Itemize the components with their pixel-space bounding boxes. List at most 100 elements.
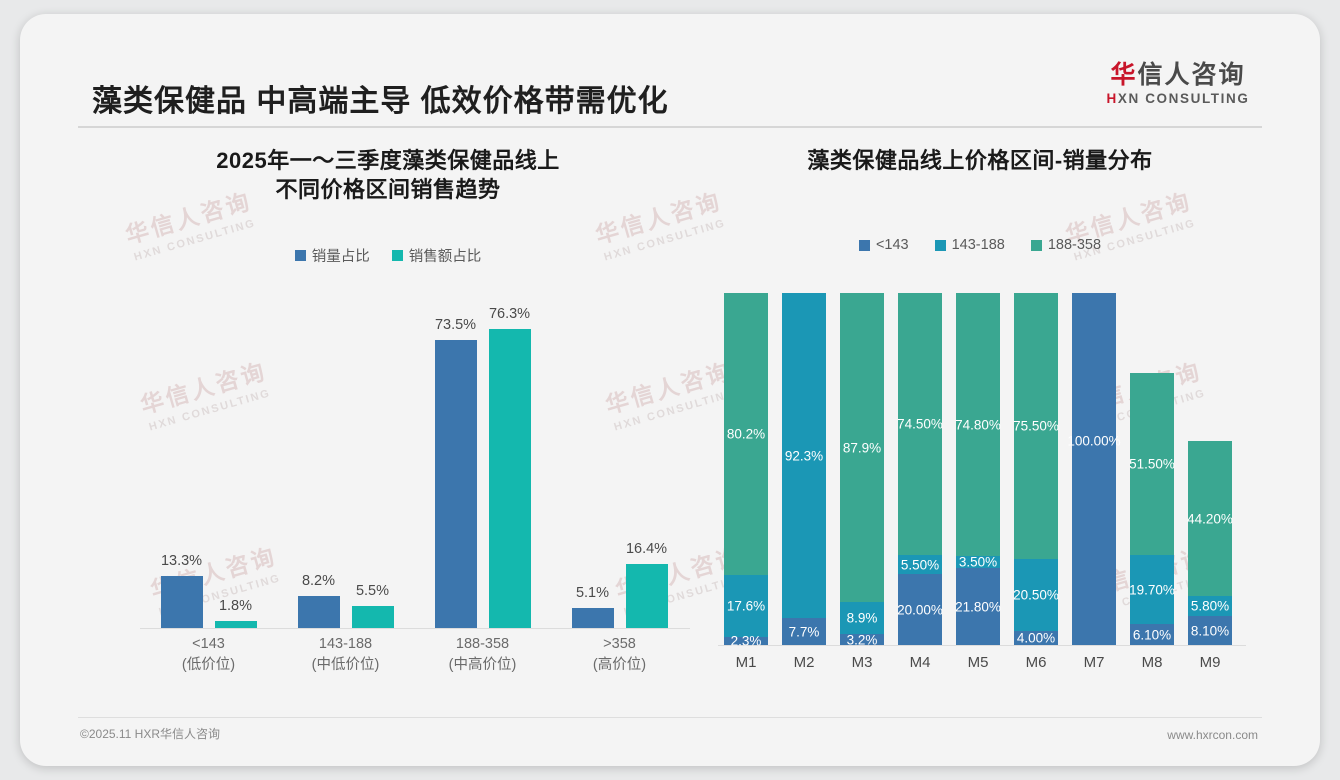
stacked-column-m8[interactable]: 51.50% 19.70% 6.10% bbox=[1129, 373, 1175, 645]
x-tick-m2: M2 bbox=[793, 654, 815, 671]
legend-item-sales-volume[interactable]: 销量占比 bbox=[294, 245, 370, 266]
segment-143-188: 5.50% bbox=[898, 555, 942, 574]
stacked-column-m5[interactable]: 74.80% 3.50% 21.80% bbox=[955, 293, 1001, 645]
segment-label: 92.3% bbox=[784, 448, 824, 463]
x-tick-range: 143-188 bbox=[318, 636, 373, 652]
x-tick-m5: M5 bbox=[967, 654, 989, 671]
left-chart-title-line2: 不同价格区间销售趋势 bbox=[275, 177, 501, 203]
footer-copyright: ©2025.11 HXR华信人咨询 bbox=[80, 727, 220, 741]
bar-amount[interactable]: 5.5% bbox=[351, 583, 394, 628]
stacked-bar-chart: 80.2% 17.6% 2.3% M1 92.3% 7.7% M2 87.9% bbox=[718, 293, 1246, 671]
left-chart-title: 2025年一～三季度藻类保健品线上 不同价格区间销售趋势 bbox=[78, 146, 698, 205]
header-divider bbox=[78, 126, 1262, 128]
x-tick-0: <143 (低价位) bbox=[140, 634, 277, 676]
right-chart-title: 藻类保健品线上价格区间-销量分布 bbox=[807, 148, 1153, 173]
legend-item-high-price[interactable]: 188-358 bbox=[1030, 237, 1101, 253]
logo-en-rest: XN CONSULTING bbox=[1117, 91, 1250, 107]
stacked-column-m2[interactable]: 92.3% 7.7% bbox=[782, 293, 826, 645]
segment-label: 4.00% bbox=[1016, 630, 1056, 646]
bar-volume[interactable]: 13.3% bbox=[160, 553, 203, 628]
x-tick-range: 188-358 bbox=[455, 636, 510, 652]
x-tick-m7: M7 bbox=[1083, 654, 1105, 671]
segment-label: 19.70% bbox=[1129, 582, 1175, 597]
legend-item-low-price[interactable]: <143 bbox=[858, 237, 909, 253]
segment-label: 20.50% bbox=[1013, 587, 1059, 603]
segment-label: 74.50% bbox=[897, 416, 943, 432]
segment-lt-143: 20.00% bbox=[897, 574, 943, 645]
logo-cn-first-char: 华 bbox=[1110, 61, 1138, 89]
segment-label: 80.2% bbox=[726, 426, 766, 442]
segment-label: 3.50% bbox=[958, 554, 998, 570]
stacked-column-m6[interactable]: 75.50% 20.50% 4.00% bbox=[1013, 293, 1059, 646]
bar-group: 5.1% 16.4% bbox=[551, 296, 688, 628]
segment-143-188: 8.9% bbox=[840, 602, 884, 634]
segment-188-358: 80.2% bbox=[724, 293, 768, 575]
segment-label: 2.3% bbox=[730, 633, 762, 649]
segment-label: 5.80% bbox=[1190, 598, 1230, 614]
page-title: 藻类保健品 中高端主导 低效价格带需优化 bbox=[92, 85, 669, 118]
segment-188-358: 87.9% bbox=[840, 293, 884, 602]
segment-label: 5.50% bbox=[900, 557, 940, 572]
stacked-column-m7[interactable]: 100.00% bbox=[1067, 293, 1121, 645]
stacked-column-m1[interactable]: 80.2% 17.6% 2.3% bbox=[724, 293, 768, 649]
segment-lt-143: 6.10% bbox=[1130, 624, 1174, 645]
segment-label: 75.50% bbox=[1013, 418, 1059, 434]
bar-volume[interactable]: 5.1% bbox=[571, 585, 614, 628]
x-tick-sublabel: (低价位) bbox=[181, 657, 236, 674]
segment-lt-143: 4.00% bbox=[1014, 630, 1058, 646]
segment-lt-143: 21.80% bbox=[955, 568, 1001, 645]
segment-label: 6.10% bbox=[1132, 627, 1172, 642]
logo-chinese-text: 华信人咨询 bbox=[1098, 62, 1258, 88]
segment-label: 21.80% bbox=[955, 599, 1001, 614]
left-chart-title-line1: 2025年一～三季度藻类保健品线上 bbox=[216, 148, 560, 173]
segment-lt-143: 2.3% bbox=[724, 634, 768, 649]
bar-fill bbox=[214, 621, 257, 628]
bar-fill bbox=[434, 340, 477, 628]
legend-item-mid-price[interactable]: 143-188 bbox=[934, 237, 1005, 254]
x-tick-sublabel: (高价位) bbox=[592, 657, 647, 674]
x-tick-m3: M3 bbox=[851, 654, 873, 671]
segment-143-188: 17.6% bbox=[724, 575, 768, 637]
logo-english-text: HXN CONSULTING bbox=[1098, 91, 1258, 106]
bar-value-label: 1.8% bbox=[218, 598, 253, 614]
bar-value-label: 73.5% bbox=[434, 317, 477, 333]
segment-label: 7.7% bbox=[788, 624, 820, 639]
x-tick-1: 143-188 (中低价位) bbox=[277, 634, 414, 676]
x-tick-m9: M9 bbox=[1199, 654, 1221, 671]
stacked-column-m3[interactable]: 87.9% 8.9% 3.2% bbox=[840, 293, 884, 647]
grouped-bar-chart: 13.3% 1.8% <143 (低价位) 8.2% 5.5% bbox=[140, 296, 690, 673]
segment-143-188: 5.80% bbox=[1188, 596, 1232, 616]
legend-item-sales-amount[interactable]: 销售额占比 bbox=[391, 245, 482, 266]
slide-canvas: 华信人咨询 HXN CONSULTING 华信人咨询 HXN CONSULTIN… bbox=[20, 14, 1320, 766]
slide-header: 藻类保健品 中高端主导 低效价格带需优化 华信人咨询 HXN CONSULTIN… bbox=[20, 14, 1320, 128]
bar-amount[interactable]: 1.8% bbox=[214, 598, 257, 628]
footer-website[interactable]: www.hxrcon.com bbox=[1167, 728, 1258, 742]
bar-value-label: 8.2% bbox=[301, 573, 336, 589]
legend-label: 销售额占比 bbox=[408, 248, 482, 265]
legend-label: 143-188 bbox=[951, 237, 1005, 254]
bar-group: 8.2% 5.5% bbox=[277, 296, 414, 628]
bar-amount[interactable]: 16.4% bbox=[625, 541, 668, 628]
bar-amount[interactable]: 76.3% bbox=[488, 306, 531, 628]
bar-fill bbox=[625, 564, 668, 628]
segment-188-358: 74.50% bbox=[897, 293, 943, 555]
x-tick-sublabel: (中低价位) bbox=[311, 657, 380, 674]
x-tick-3: >358 (高价位) bbox=[551, 634, 688, 676]
x-tick-m4: M4 bbox=[909, 654, 931, 671]
stacked-column-m4[interactable]: 74.50% 5.50% 20.00% bbox=[897, 293, 943, 645]
legend-swatch-icon bbox=[858, 239, 870, 251]
bar-fill bbox=[571, 608, 614, 628]
stacked-column-m9[interactable]: 44.20% 5.80% 8.10% bbox=[1187, 441, 1233, 645]
x-tick-range: <143 bbox=[192, 636, 225, 652]
bar-value-label: 76.3% bbox=[488, 306, 531, 322]
segment-label: 74.80% bbox=[955, 417, 1001, 432]
bar-volume[interactable]: 8.2% bbox=[297, 573, 340, 628]
x-tick-2: 188-358 (中高价位) bbox=[414, 634, 551, 676]
segment-label: 51.50% bbox=[1129, 456, 1175, 472]
bar-volume[interactable]: 73.5% bbox=[434, 317, 477, 628]
bar-fill bbox=[160, 576, 203, 628]
segment-143-188: 92.3% bbox=[782, 293, 826, 618]
segment-label: 17.6% bbox=[726, 598, 766, 614]
segment-label: 87.9% bbox=[842, 440, 882, 455]
segment-label: 8.10% bbox=[1190, 623, 1230, 638]
